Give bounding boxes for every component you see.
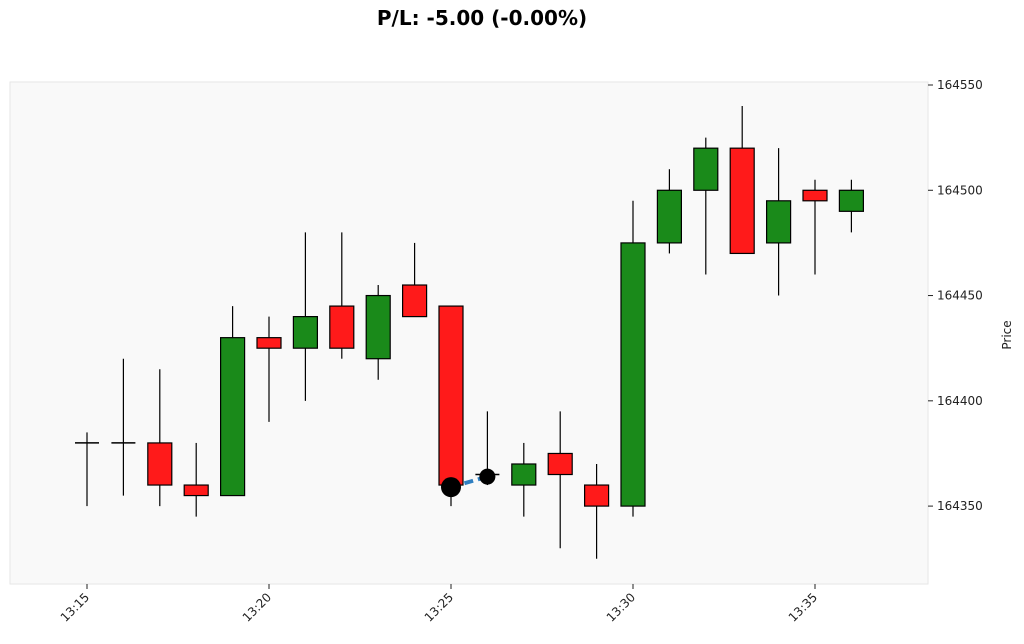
candle — [729, 106, 755, 255]
candle — [111, 358, 136, 496]
y-tick-label: 164450 — [937, 289, 983, 303]
candle-body-down — [438, 305, 464, 486]
candle-body-down — [256, 337, 282, 349]
candle — [75, 432, 99, 507]
candle-body-down — [329, 305, 355, 349]
y-tick-label: 164350 — [937, 499, 983, 513]
candle — [147, 369, 173, 507]
candle — [547, 411, 573, 549]
chart-title: P/L: -5.00 (-0.00%) — [376, 6, 588, 30]
candle — [838, 179, 865, 233]
candle-body-down — [402, 284, 428, 318]
candle-body-up — [693, 147, 719, 191]
candle-body-down — [547, 452, 573, 476]
candle-body-up — [511, 463, 537, 486]
x-tick-label: 13:30 — [604, 590, 638, 624]
trade-layer — [441, 468, 496, 498]
candle-body-up — [292, 316, 318, 349]
candle-body-up — [656, 189, 683, 244]
candle — [620, 200, 646, 517]
candle-body-down — [729, 147, 755, 255]
candle — [365, 285, 391, 380]
y-tick-label: 164550 — [937, 78, 983, 92]
candle — [802, 179, 828, 275]
candle-body-down — [147, 442, 173, 486]
y-axis: 164350 164400 164450 164500 164550 — [927, 78, 983, 584]
candle-body-down — [183, 484, 209, 497]
candles-layer — [75, 106, 865, 559]
candle — [256, 316, 282, 422]
x-tick-label: 13:20 — [240, 590, 274, 624]
candle-body-up — [365, 294, 391, 360]
x-axis: 13:15 13:20 13:25 13:30 13:35 — [58, 584, 820, 625]
candle — [583, 463, 610, 559]
y-tick-label: 164400 — [937, 394, 983, 408]
candle — [511, 442, 537, 517]
candle-body-down — [583, 484, 610, 507]
candle — [292, 232, 318, 401]
candle-body-up — [220, 337, 246, 497]
candle-body-up — [838, 189, 865, 212]
candle — [220, 306, 246, 497]
plot-area — [9, 81, 929, 585]
candle — [765, 148, 792, 296]
candle — [656, 169, 683, 254]
x-tick-label: 13:35 — [786, 590, 820, 624]
candle-body-down — [802, 189, 828, 202]
candle-body-up — [765, 200, 792, 244]
candle — [183, 442, 209, 517]
candle — [402, 242, 428, 318]
y-tick-label: 164500 — [937, 183, 983, 197]
candle-body-up — [620, 242, 646, 507]
candle — [438, 305, 464, 507]
x-tick-label: 13:25 — [422, 590, 456, 624]
trade-exit-marker — [479, 468, 496, 485]
candle — [693, 137, 719, 275]
trade-entry-marker — [441, 477, 461, 498]
x-tick-label: 13:15 — [58, 590, 92, 624]
y-axis-label: Price — [1000, 320, 1014, 349]
candle — [329, 232, 355, 359]
